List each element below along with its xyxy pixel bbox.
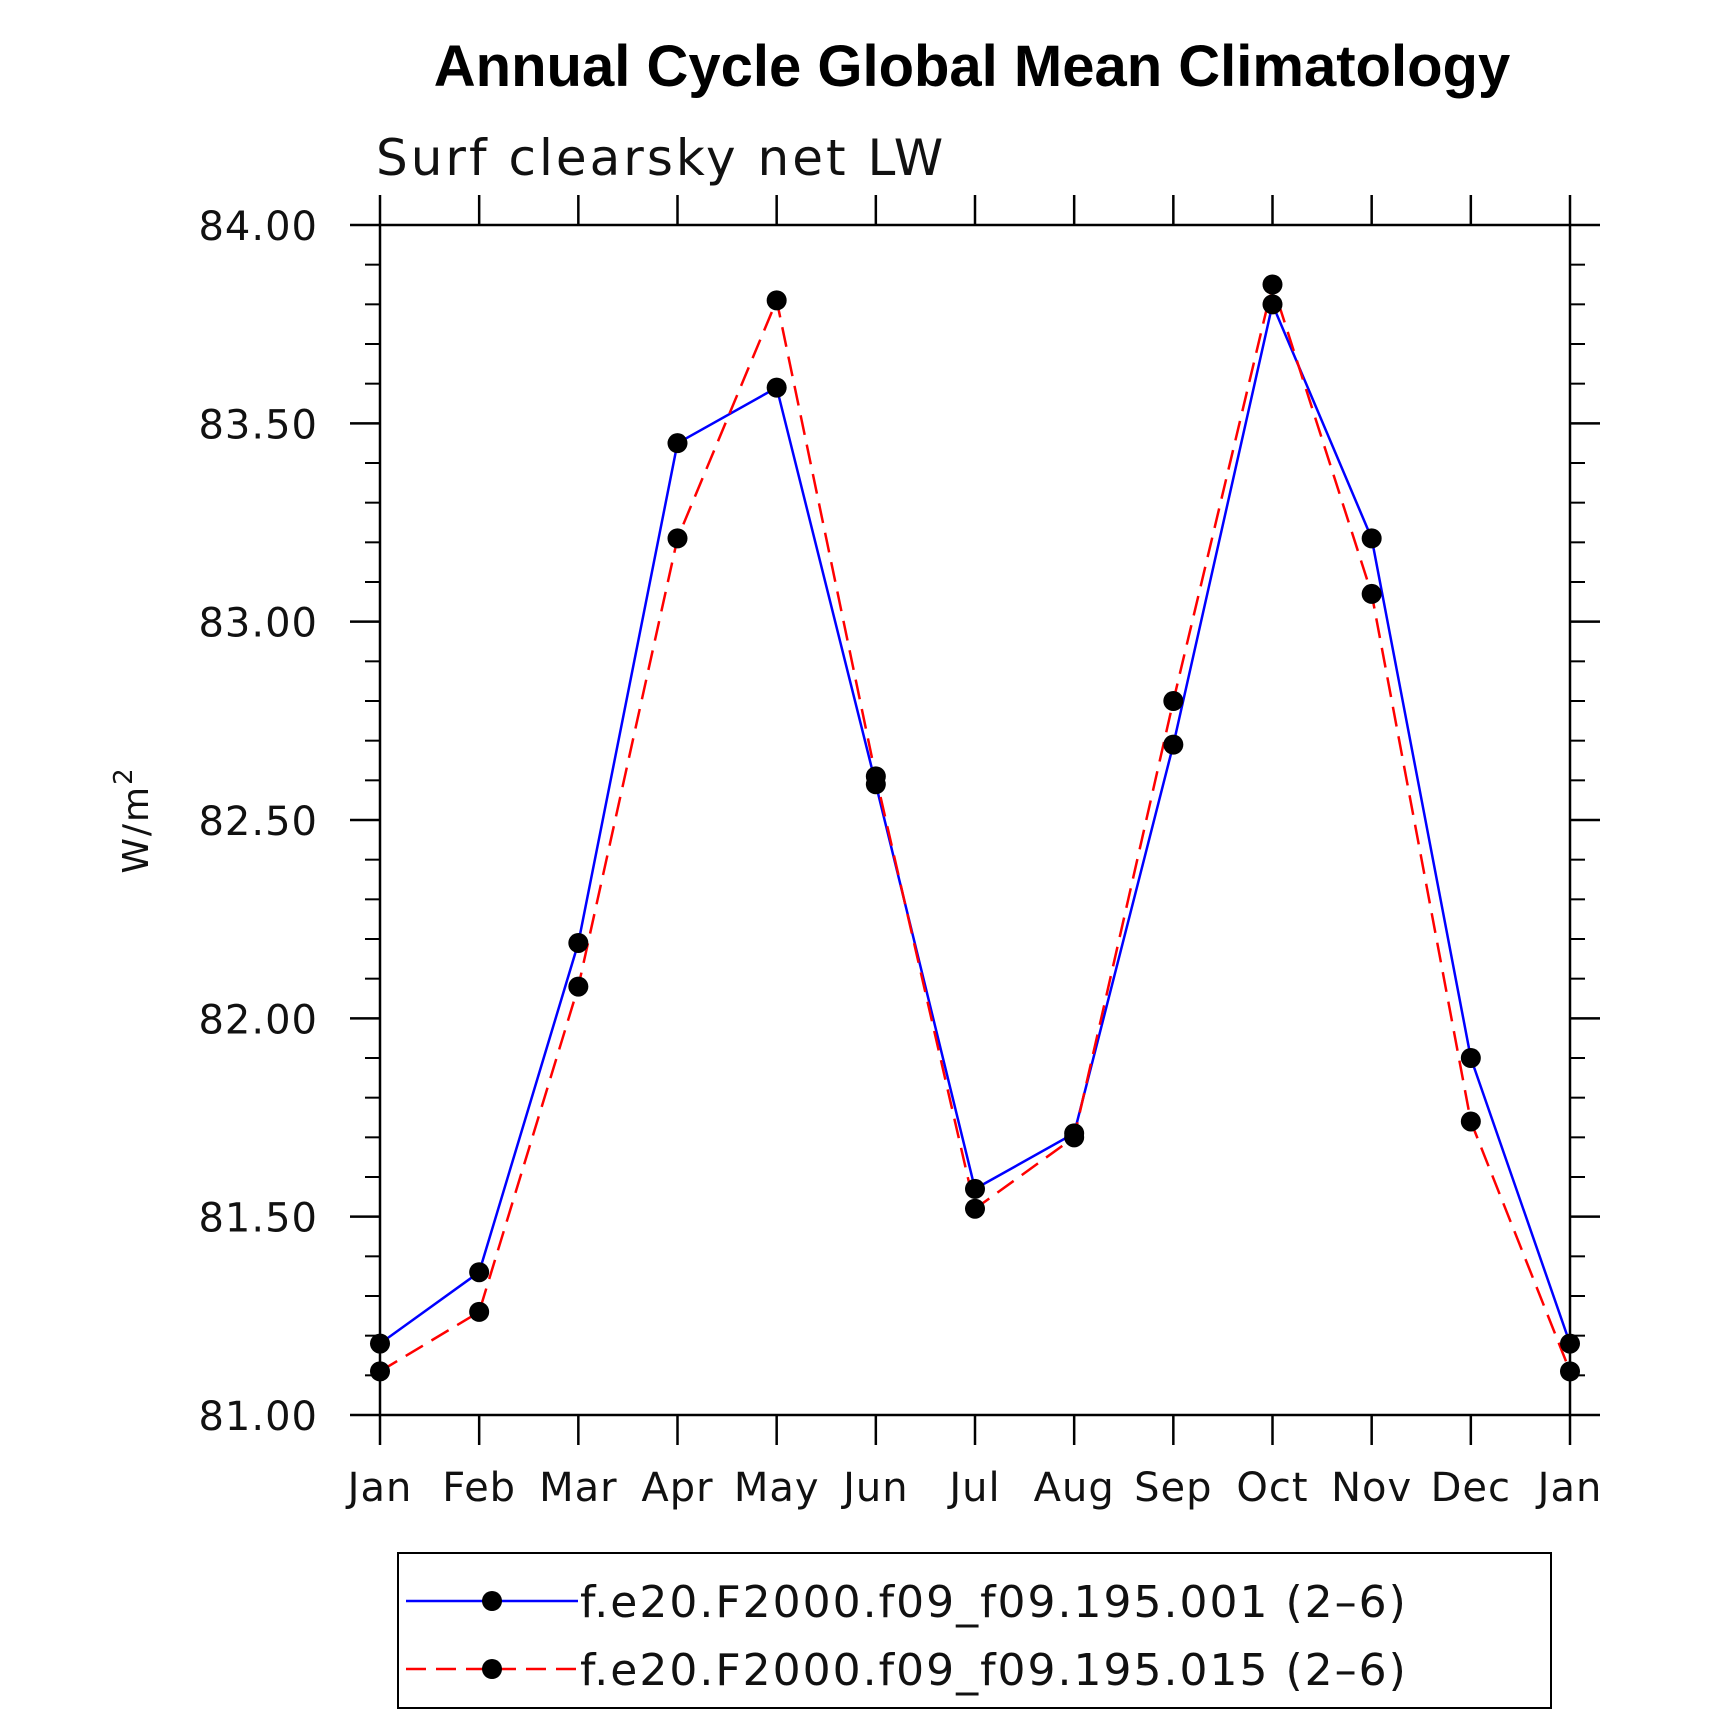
x-tick-label: Jun	[840, 1465, 909, 1511]
series-1-point	[1262, 294, 1283, 315]
series-1-point	[1560, 1333, 1580, 1354]
series-1-point	[1163, 734, 1184, 755]
legend-label-1: f.e20.F2000.f09_f09.195.001 (2–6)	[580, 1577, 1408, 1628]
y-tick-label: 82.50	[198, 799, 318, 845]
y-tick-label: 81.50	[198, 1196, 318, 1242]
x-tick-label: Apr	[641, 1465, 713, 1511]
x-tick-label: Mar	[539, 1465, 617, 1511]
series-1-point	[1460, 1048, 1481, 1068]
series-1-point	[667, 433, 688, 454]
x-tick-label: Sep	[1134, 1465, 1212, 1511]
series-2-point	[1163, 691, 1184, 711]
series-1-point	[469, 1262, 490, 1283]
series-2-point	[1460, 1111, 1481, 1132]
legend-marker-1	[482, 1591, 502, 1611]
series-1-point	[1361, 528, 1382, 549]
series-1-point	[766, 377, 787, 398]
series-1-point	[965, 1178, 985, 1199]
y-axis-label: W/m2	[109, 766, 157, 873]
x-tick-label: Dec	[1431, 1465, 1511, 1511]
y-axis-label-superscript: 2	[109, 766, 139, 785]
series-1-point	[370, 1333, 390, 1354]
series-2-point	[568, 976, 589, 997]
x-tick-label: Jan	[1535, 1465, 1603, 1511]
legend-marker-2	[482, 1659, 502, 1679]
x-tick-label: Feb	[442, 1465, 516, 1511]
chart-title: Annual Cycle Global Mean Climatology	[434, 34, 1510, 99]
legend-label-2: f.e20.F2000.f09_f09.195.015 (2–6)	[580, 1645, 1408, 1696]
series-2-point	[1560, 1361, 1580, 1382]
legend-box	[397, 1552, 1552, 1709]
x-tick-label: Aug	[1034, 1465, 1115, 1511]
y-axis-label-main: W/m	[116, 785, 157, 874]
plot-frame	[378, 223, 1572, 1417]
chart-subtitle: Surf clearsky net LW	[376, 129, 946, 187]
series-1-point	[568, 932, 589, 953]
x-tick-label: Oct	[1236, 1465, 1308, 1511]
x-tick-label: Jul	[946, 1465, 1000, 1511]
series-2-point	[965, 1198, 985, 1219]
series-2-point	[766, 290, 787, 311]
x-tick-label: Jan	[345, 1465, 413, 1511]
series-2-point	[1262, 274, 1283, 295]
series-2-point	[1064, 1127, 1085, 1148]
series-2-point	[1361, 583, 1382, 604]
y-tick-label: 84.00	[198, 204, 318, 250]
x-tick-label: May	[734, 1465, 820, 1511]
axis-ticks: 81.00 81.50 82.00 82.50 83.00 83.50 84.00 Jan Fe…	[198, 195, 1603, 1511]
series-2-point	[469, 1301, 490, 1322]
y-tick-label: 83.00	[198, 601, 318, 647]
series-2-point	[865, 766, 886, 787]
y-tick-label: 82.00	[198, 997, 318, 1043]
y-tick-label: 83.50	[198, 402, 318, 448]
legend: f.e20.F2000.f09_f09.195.001 (2–6) f.e20.F…	[397, 1552, 1552, 1709]
x-tick-label: Nov	[1331, 1465, 1412, 1511]
series-2-point	[370, 1361, 390, 1382]
y-tick-label: 81.00	[198, 1394, 318, 1440]
series-layer	[370, 274, 1580, 1382]
series-2-point	[667, 528, 688, 549]
